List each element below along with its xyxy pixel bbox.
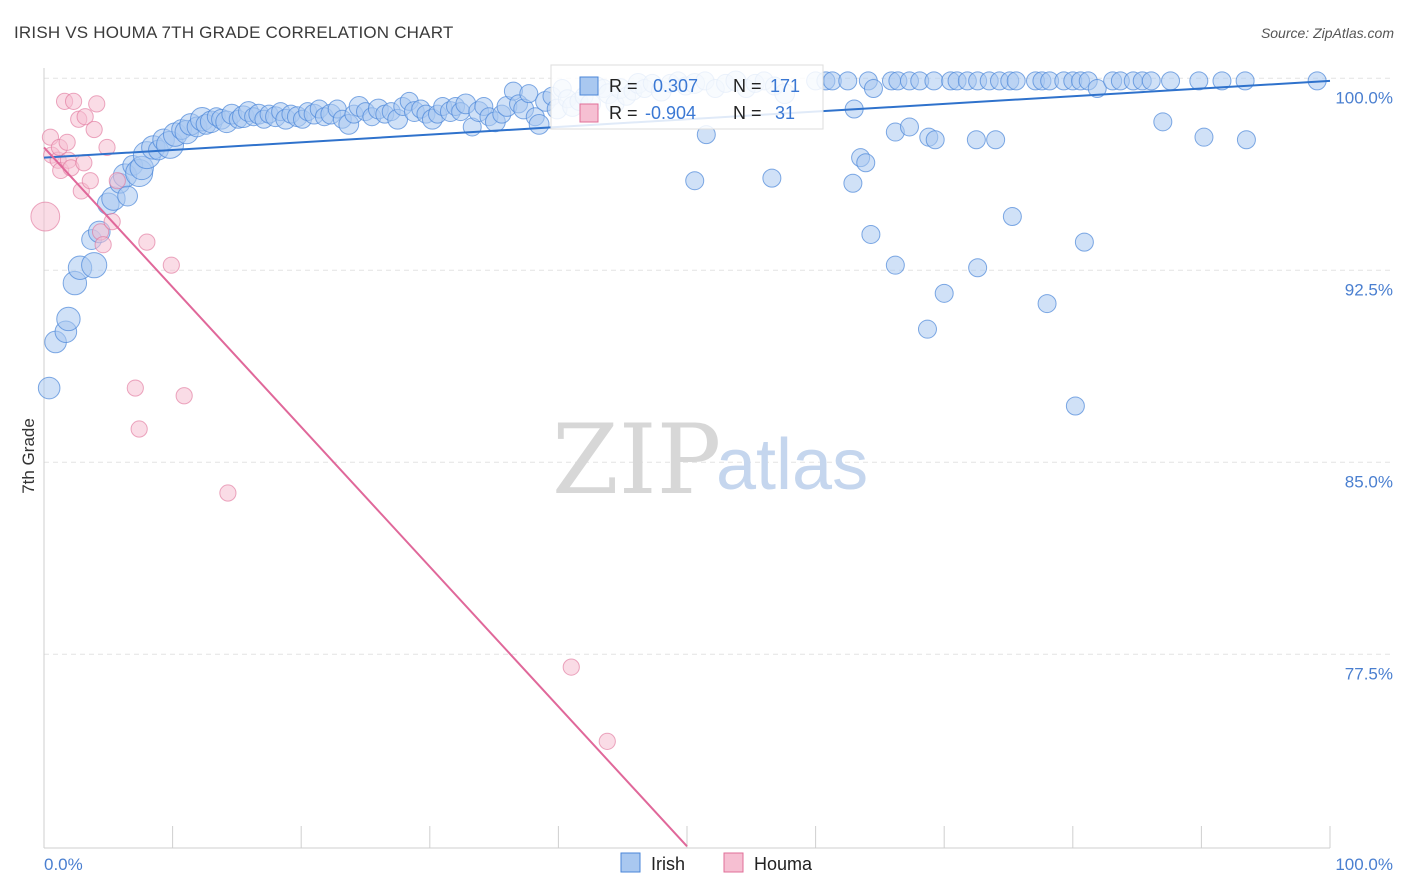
irish-point bbox=[925, 130, 945, 150]
irish-point bbox=[863, 79, 883, 99]
irish-point bbox=[1153, 112, 1173, 132]
irish-legend-swatch bbox=[579, 76, 599, 96]
legend-irish-label: Irish bbox=[651, 854, 685, 874]
source-label: Source: ZipAtlas.com bbox=[1261, 25, 1394, 41]
x-tick-label-max: 100.0% bbox=[1335, 855, 1393, 874]
irish-point bbox=[1161, 71, 1181, 91]
houma-point bbox=[85, 120, 103, 139]
irish-point bbox=[528, 113, 550, 135]
houma-point bbox=[30, 201, 61, 232]
x-axis-ticks bbox=[43, 826, 1331, 848]
houma-point bbox=[76, 108, 94, 126]
x-tick-label-min: 0.0% bbox=[44, 855, 83, 874]
houma-point bbox=[126, 379, 144, 397]
houma-point bbox=[219, 484, 237, 502]
houma-point bbox=[58, 133, 76, 151]
houma-r-value: -0.904 bbox=[645, 103, 696, 123]
legend-irish-swatch bbox=[620, 852, 641, 873]
irish-point bbox=[885, 255, 905, 275]
houma-point bbox=[88, 95, 106, 113]
houma-point bbox=[138, 233, 156, 251]
irish-point bbox=[861, 224, 881, 244]
irish-point bbox=[519, 84, 539, 104]
irish-point bbox=[685, 171, 705, 191]
watermark-atlas: atlas bbox=[716, 425, 868, 505]
houma-point bbox=[64, 92, 83, 110]
houma-r-label: R = bbox=[609, 103, 638, 123]
irish-point bbox=[1065, 396, 1085, 416]
houma-n-label: N = bbox=[733, 103, 762, 123]
houma-point bbox=[108, 172, 126, 190]
irish-point bbox=[934, 283, 954, 303]
irish-point bbox=[843, 173, 863, 193]
irish-point bbox=[924, 71, 944, 91]
irish-point bbox=[968, 258, 988, 278]
irish-point bbox=[899, 117, 919, 137]
irish-point bbox=[1002, 207, 1022, 227]
irish-point bbox=[1087, 79, 1107, 99]
houma-n-value: 31 bbox=[770, 103, 795, 123]
houma-point bbox=[162, 256, 180, 274]
irish-point bbox=[1194, 127, 1214, 147]
irish-point bbox=[37, 376, 61, 400]
irish-n-label: N = bbox=[733, 76, 762, 96]
irish-point bbox=[917, 319, 937, 339]
irish-point bbox=[1037, 294, 1057, 314]
houma-legend-swatch bbox=[579, 103, 599, 123]
chart-title: IRISH VS HOUMA 7TH GRADE CORRELATION CHA… bbox=[14, 23, 453, 42]
houma-point bbox=[94, 236, 112, 254]
y-tick-labels: 100.0% 92.5% 85.0% 77.5% bbox=[1335, 88, 1393, 683]
series-legend: Irish Houma bbox=[620, 852, 813, 874]
watermark-zip: ZIP bbox=[552, 404, 721, 516]
y-tick-label: 85.0% bbox=[1345, 472, 1393, 491]
y-tick-label: 100.0% bbox=[1335, 88, 1393, 107]
irish-point bbox=[986, 130, 1006, 150]
irish-point bbox=[1074, 232, 1094, 252]
houma-point bbox=[81, 172, 99, 190]
irish-r-value: 0.307 bbox=[648, 76, 698, 96]
houma-point bbox=[130, 420, 148, 438]
irish-point bbox=[1006, 71, 1026, 91]
irish-point bbox=[856, 153, 876, 173]
houma-trend-line bbox=[43, 146, 688, 847]
houma-point bbox=[98, 138, 116, 157]
irish-point bbox=[56, 306, 81, 332]
houma-point bbox=[562, 658, 580, 676]
irish-point bbox=[1141, 71, 1161, 91]
watermark: ZIP atlas bbox=[552, 404, 868, 516]
irish-r-label: R = bbox=[609, 76, 638, 96]
irish-point bbox=[1189, 71, 1209, 91]
irish-series-points bbox=[37, 70, 1327, 416]
legend-houma-label: Houma bbox=[754, 854, 813, 874]
irish-point bbox=[81, 252, 108, 279]
y-tick-label: 77.5% bbox=[1345, 664, 1393, 683]
houma-point bbox=[75, 154, 93, 172]
irish-point bbox=[1236, 130, 1256, 150]
legend-houma-swatch bbox=[723, 852, 744, 873]
irish-point bbox=[117, 185, 138, 207]
irish-n-value: 171 bbox=[770, 76, 800, 96]
y-tick-label: 92.5% bbox=[1345, 280, 1393, 299]
irish-point bbox=[762, 168, 782, 188]
houma-point bbox=[598, 732, 616, 750]
houma-point bbox=[175, 387, 193, 405]
houma-series-points bbox=[30, 92, 616, 750]
irish-point bbox=[838, 71, 858, 91]
y-axis-label: 7th Grade bbox=[19, 418, 38, 494]
irish-point bbox=[966, 130, 986, 150]
irish-point bbox=[1212, 71, 1232, 91]
stats-legend: R = 0.307 N = 171 R = -0.904 N = 31 bbox=[550, 64, 824, 130]
